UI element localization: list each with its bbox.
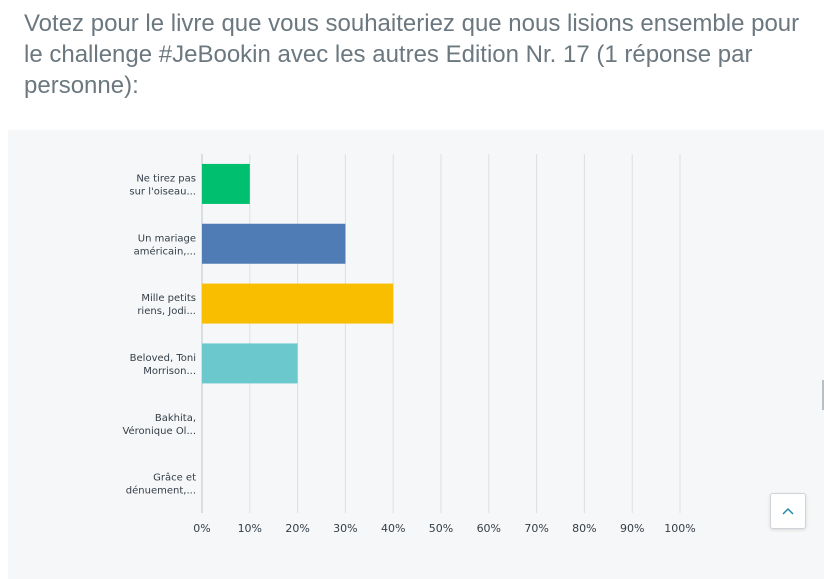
scroll-to-top-button[interactable] bbox=[770, 493, 806, 529]
category-label: Bakhita, Véronique Ol... bbox=[122, 413, 196, 437]
x-tick-label: 40% bbox=[381, 522, 405, 535]
chart-panel: Ne tirez pas sur l'oiseau... Un mariage amé… bbox=[8, 130, 824, 579]
bar[interactable] bbox=[202, 163, 250, 204]
x-tick-label: 30% bbox=[333, 522, 357, 535]
category-label: Beloved, Toni Morrison... bbox=[130, 353, 196, 377]
x-tick-label: 80% bbox=[572, 522, 596, 535]
chevron-up-icon bbox=[782, 507, 794, 515]
category-label: Grâce et dénuement,... bbox=[126, 472, 196, 497]
x-tick-label: 100% bbox=[664, 522, 695, 535]
x-tick-label: 0% bbox=[193, 522, 210, 535]
category-label: Un mariage américain,... bbox=[134, 233, 196, 257]
x-tick-label: 50% bbox=[429, 522, 453, 535]
x-tick-label: 90% bbox=[620, 522, 644, 535]
results-bar-chart: Ne tirez pas sur l'oiseau... Un mariage amé… bbox=[122, 154, 696, 535]
x-tick-label: 60% bbox=[477, 522, 501, 535]
x-tick-label: 10% bbox=[238, 522, 262, 535]
bar[interactable] bbox=[202, 283, 394, 324]
bar[interactable] bbox=[202, 223, 346, 264]
page-scrollbar[interactable] bbox=[822, 380, 824, 410]
question-title: Votez pour le livre que vous souhaiterie… bbox=[24, 10, 800, 99]
x-tick-label: 20% bbox=[285, 522, 309, 535]
category-label: Ne tirez pas sur l'oiseau... bbox=[129, 173, 196, 197]
bar[interactable] bbox=[202, 343, 298, 384]
x-tick-label: 70% bbox=[524, 522, 548, 535]
category-label: Mille petits riens, Jodi... bbox=[137, 293, 196, 317]
